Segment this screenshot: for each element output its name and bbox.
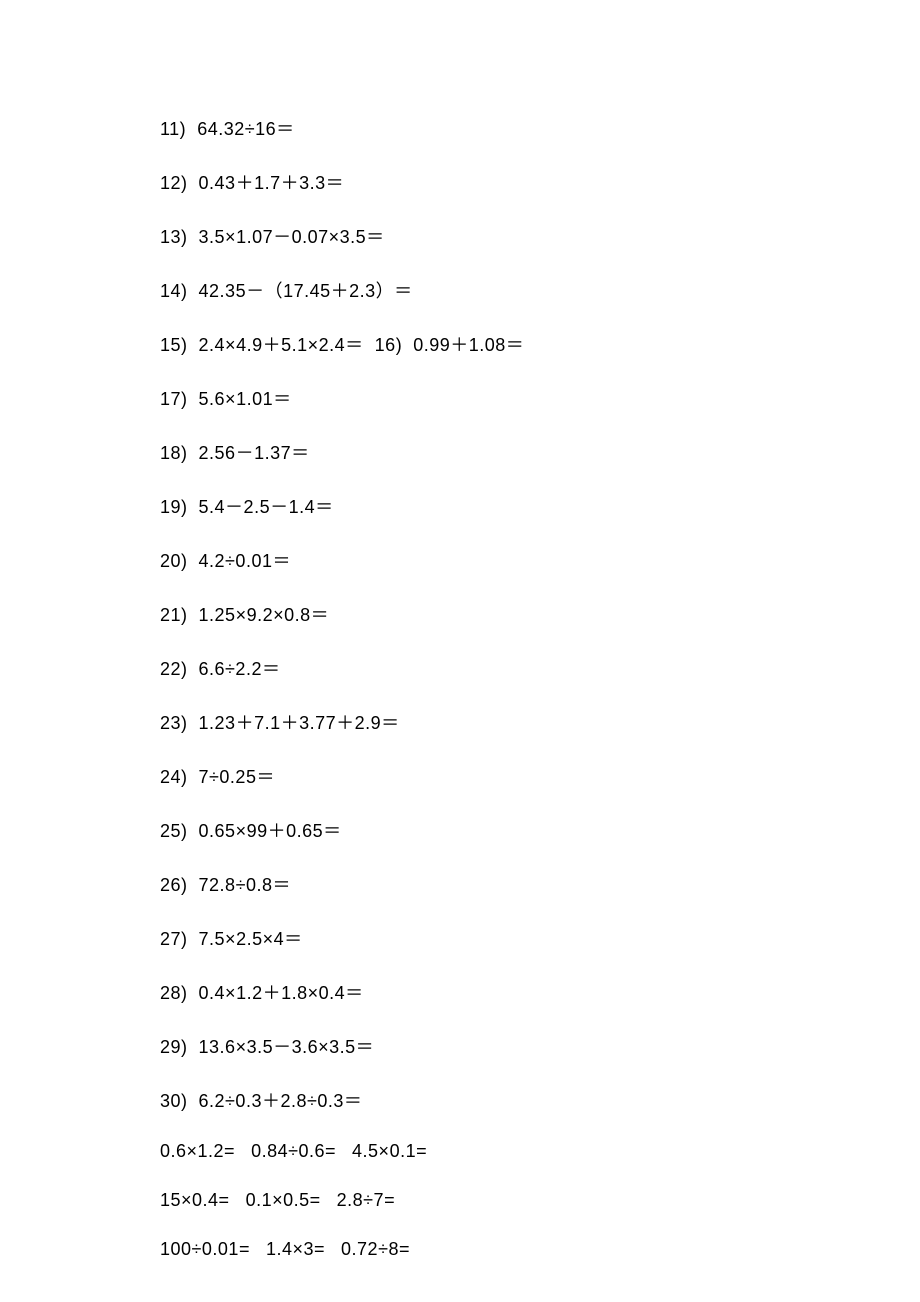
problem-number: 28) xyxy=(160,983,188,1003)
problem-number: 25) xyxy=(160,821,188,841)
problem-number: 21) xyxy=(160,605,188,625)
problem-expression: 1.23＋7.1＋3.77＋2.9＝ xyxy=(199,713,400,733)
problem-number: 15) xyxy=(160,335,188,355)
problems-container: 11) 64.32÷16＝ 12) 0.43＋1.7＋3.3＝ 13) 3.5×… xyxy=(160,115,920,1260)
problem-27: 27) 7.5×2.5×4＝ xyxy=(160,925,920,951)
problem-expression: 7÷0.25＝ xyxy=(199,767,275,787)
problem-number: 27) xyxy=(160,929,188,949)
problem-expression: 6.2÷0.3＋2.8÷0.3＝ xyxy=(199,1091,363,1111)
problem-number: 18) xyxy=(160,443,188,463)
problem-expression: 2.4×4.9＋5.1×2.4＝ xyxy=(199,335,364,355)
problem-expression: 2.56－1.37＝ xyxy=(199,443,310,463)
problem-expression: 0.65×99＋0.65＝ xyxy=(199,821,342,841)
problem-number: 30) xyxy=(160,1091,188,1111)
problem-expression: 0.4×1.2＋1.8×0.4＝ xyxy=(199,983,364,1003)
inline-expr: 15×0.4= xyxy=(160,1190,230,1210)
problem-number: 20) xyxy=(160,551,188,571)
problem-number: 14) xyxy=(160,281,188,301)
problem-23: 23) 1.23＋7.1＋3.77＋2.9＝ xyxy=(160,709,920,735)
problem-expression: 13.6×3.5－3.6×3.5＝ xyxy=(199,1037,375,1057)
inline-expr: 0.84÷0.6= xyxy=(251,1141,336,1161)
problem-number: 13) xyxy=(160,227,188,247)
inline-row-2: 15×0.4= 0.1×0.5= 2.8÷7= xyxy=(160,1190,920,1211)
inline-row-1: 0.6×1.2= 0.84÷0.6= 4.5×0.1= xyxy=(160,1141,920,1162)
problem-12: 12) 0.43＋1.7＋3.3＝ xyxy=(160,169,920,195)
problem-11: 11) 64.32÷16＝ xyxy=(160,115,920,141)
inline-expr: 0.1×0.5= xyxy=(246,1190,321,1210)
problem-expression: 5.4－2.5－1.4＝ xyxy=(199,497,334,517)
problem-25: 25) 0.65×99＋0.65＝ xyxy=(160,817,920,843)
problem-expression-2: 0.99＋1.08＝ xyxy=(413,335,524,355)
problem-expression: 3.5×1.07－0.07×3.5＝ xyxy=(199,227,385,247)
inline-expr: 4.5×0.1= xyxy=(352,1141,427,1161)
problem-number-2: 16) xyxy=(375,335,403,355)
problem-number: 23) xyxy=(160,713,188,733)
problem-20: 20) 4.2÷0.01＝ xyxy=(160,547,920,573)
problem-expression: 0.43＋1.7＋3.3＝ xyxy=(199,173,345,193)
problem-expression: 6.6÷2.2＝ xyxy=(199,659,281,679)
problem-number: 12) xyxy=(160,173,188,193)
problem-expression: 1.25×9.2×0.8＝ xyxy=(199,605,330,625)
problem-26: 26) 72.8÷0.8＝ xyxy=(160,871,920,897)
problem-expression: 64.32÷16＝ xyxy=(197,119,294,139)
problem-number: 11) xyxy=(160,119,186,139)
problem-24: 24) 7÷0.25＝ xyxy=(160,763,920,789)
problem-19: 19) 5.4－2.5－1.4＝ xyxy=(160,493,920,519)
problem-14: 14) 42.35－（17.45＋2.3）＝ xyxy=(160,277,920,303)
problem-expression: 4.2÷0.01＝ xyxy=(199,551,291,571)
problem-expression: 5.6×1.01＝ xyxy=(199,389,292,409)
problem-number: 24) xyxy=(160,767,188,787)
problem-22: 22) 6.6÷2.2＝ xyxy=(160,655,920,681)
inline-expr: 2.8÷7= xyxy=(337,1190,395,1210)
problem-number: 26) xyxy=(160,875,188,895)
problem-17: 17) 5.6×1.01＝ xyxy=(160,385,920,411)
problem-29: 29) 13.6×3.5－3.6×3.5＝ xyxy=(160,1033,920,1059)
problem-18: 18) 2.56－1.37＝ xyxy=(160,439,920,465)
problem-15-16: 15) 2.4×4.9＋5.1×2.4＝ 16) 0.99＋1.08＝ xyxy=(160,331,920,357)
inline-expr: 1.4×3= xyxy=(266,1239,325,1259)
problem-number: 17) xyxy=(160,389,188,409)
problem-30: 30) 6.2÷0.3＋2.8÷0.3＝ xyxy=(160,1087,920,1113)
problem-13: 13) 3.5×1.07－0.07×3.5＝ xyxy=(160,223,920,249)
inline-expr: 100÷0.01= xyxy=(160,1239,250,1259)
problem-expression: 7.5×2.5×4＝ xyxy=(199,929,303,949)
problem-expression: 42.35－（17.45＋2.3）＝ xyxy=(199,281,413,301)
problem-expression: 72.8÷0.8＝ xyxy=(199,875,291,895)
inline-expr: 0.72÷8= xyxy=(341,1239,410,1259)
problem-number: 22) xyxy=(160,659,188,679)
problem-number: 29) xyxy=(160,1037,188,1057)
problem-number: 19) xyxy=(160,497,188,517)
inline-expr: 0.6×1.2= xyxy=(160,1141,235,1161)
problem-21: 21) 1.25×9.2×0.8＝ xyxy=(160,601,920,627)
problem-28: 28) 0.4×1.2＋1.8×0.4＝ xyxy=(160,979,920,1005)
inline-row-3: 100÷0.01= 1.4×3= 0.72÷8= xyxy=(160,1239,920,1260)
